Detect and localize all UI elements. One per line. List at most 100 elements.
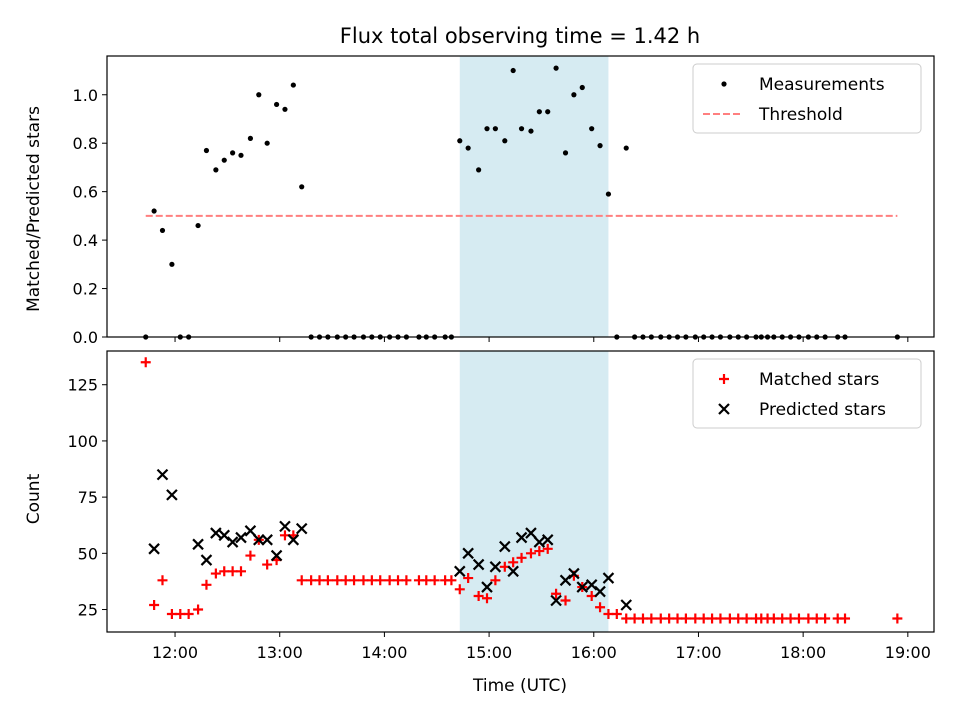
- matched-point: [227, 566, 238, 577]
- legend-label: Measurements: [759, 75, 885, 95]
- predicted-point: [454, 565, 466, 578]
- matched-point: [664, 613, 675, 624]
- matched-point: [490, 575, 501, 586]
- x-tick-label: 13:00: [257, 643, 303, 662]
- predicted-point: [602, 572, 615, 584]
- matched-point: [811, 613, 822, 624]
- series-predicted-stars: [148, 468, 633, 611]
- matched-point: [551, 588, 562, 599]
- legend-box: [692, 63, 922, 134]
- matched-point: [508, 557, 519, 568]
- measurement-point: [238, 152, 244, 158]
- bottom-panel: 25 50 75 100 125 12:00 13:00 14:00 15:00 16:00 17:…: [67, 350, 935, 662]
- x-tick-label: 12:00: [152, 643, 198, 662]
- matched-point: [366, 575, 377, 586]
- legend-label: Matched stars: [759, 370, 879, 390]
- matched-point: [672, 613, 683, 624]
- measurement-point: [264, 140, 270, 146]
- x-axis-label: Time (UTC): [472, 676, 567, 696]
- measurement-point: [502, 138, 508, 144]
- matched-point: [421, 575, 432, 586]
- chart-title: Flux total observing time = 1.42 h: [340, 24, 700, 48]
- predicted-point: [472, 558, 485, 571]
- measurement-point: [562, 150, 569, 156]
- predicted-point: [462, 547, 474, 560]
- measurement-point: [545, 109, 551, 115]
- predicted-point: [594, 585, 606, 598]
- measurement-point: [247, 135, 254, 141]
- matched-point: [235, 566, 246, 577]
- predicted-point: [156, 468, 169, 481]
- axes-frame: [106, 55, 935, 338]
- matched-point: [707, 613, 718, 624]
- predicted-point: [585, 579, 598, 591]
- shaded-observing-span: [459, 56, 609, 337]
- measurement-point: [221, 157, 227, 163]
- matched-point: [210, 568, 221, 579]
- measurement-point: [151, 208, 157, 214]
- matched-point: [140, 357, 151, 368]
- top-panel: 0.0 0.2 0.4 0.6 0.8 1.0 Measurements Threshold: [73, 55, 935, 347]
- measurement-point: [518, 126, 525, 132]
- series-matched-stars: [140, 357, 903, 624]
- matched-point: [629, 613, 640, 624]
- predicted-point: [218, 529, 231, 542]
- predicted-point: [499, 540, 511, 553]
- predicted-point: [550, 594, 562, 607]
- matched-point: [603, 609, 614, 620]
- matched-point: [446, 575, 457, 586]
- y-tick-label: 0.8: [73, 134, 98, 153]
- measurement-point: [465, 145, 471, 151]
- matched-point: [332, 575, 343, 586]
- measurement-point: [169, 261, 175, 267]
- x-tick-label: 19:00: [885, 643, 931, 662]
- predicted-point: [261, 534, 273, 546]
- y-tick-label: 75: [78, 488, 98, 507]
- matched-point: [296, 575, 307, 586]
- matched-point: [175, 609, 186, 620]
- matched-point: [892, 613, 903, 624]
- matched-point: [358, 575, 369, 586]
- matched-point: [820, 613, 831, 624]
- predicted-point: [489, 561, 502, 573]
- predicted-point: [507, 565, 519, 578]
- top-y-axis-label: Matched/Predicted stars: [24, 106, 44, 312]
- y-tick-label: 25: [78, 601, 98, 620]
- matched-point: [698, 613, 709, 624]
- predicted-point: [235, 531, 247, 544]
- x-tick-label: 15:00: [466, 643, 512, 662]
- legend: Matched stars Predicted stars: [692, 358, 922, 429]
- matched-point: [690, 613, 701, 624]
- measurement-point: [492, 126, 498, 132]
- measurement-point: [484, 126, 490, 132]
- matched-point: [429, 575, 440, 586]
- x-tick-label: 16:00: [571, 643, 617, 662]
- matched-point: [384, 575, 395, 586]
- measurement-point: [203, 147, 210, 154]
- predicted-point: [226, 536, 239, 548]
- legend: Measurements Threshold: [692, 63, 922, 134]
- predicted-point: [253, 534, 265, 546]
- predicted-point: [148, 543, 160, 555]
- matched-point: [741, 613, 752, 624]
- measurement-point: [605, 191, 612, 197]
- matched-point: [803, 613, 814, 624]
- legend-predicted-swatch: [718, 403, 730, 415]
- measurement-point: [213, 167, 219, 173]
- legend-matched-swatch: [719, 374, 729, 384]
- y-tick-label: 0.6: [73, 183, 98, 202]
- predicted-point: [279, 520, 291, 533]
- legend-label: Threshold: [758, 105, 843, 125]
- x-tick-label: 14:00: [361, 643, 407, 662]
- y-tick-label: 0.0: [73, 328, 98, 347]
- predicted-point: [295, 522, 308, 535]
- matched-point: [454, 584, 465, 595]
- matched-point: [375, 575, 386, 586]
- matched-point: [646, 613, 657, 624]
- measurement-point: [528, 128, 534, 134]
- matched-point: [793, 613, 804, 624]
- measurement-point: [457, 138, 463, 144]
- matched-point: [201, 579, 212, 590]
- matched-point: [166, 609, 177, 620]
